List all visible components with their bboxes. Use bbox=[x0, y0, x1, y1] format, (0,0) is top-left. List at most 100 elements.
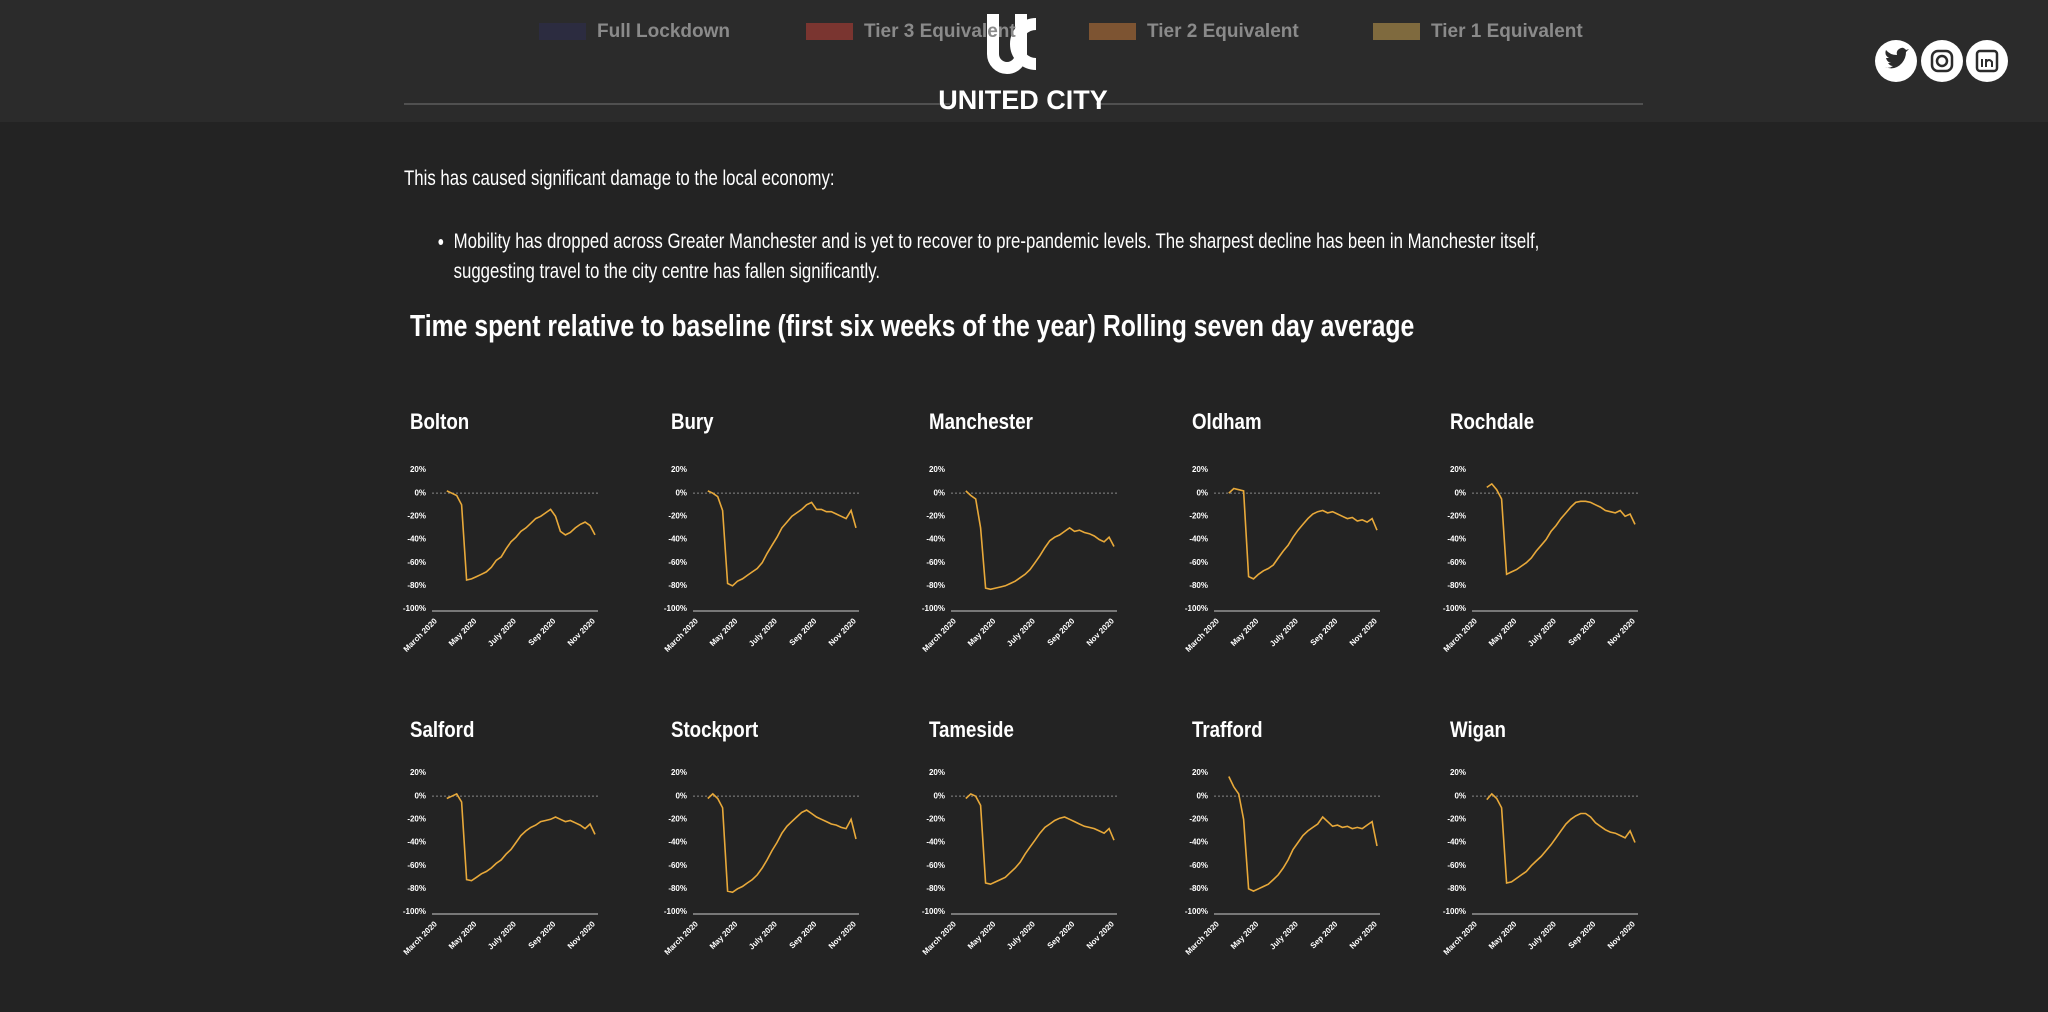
y-tick-label: -20% bbox=[1447, 511, 1466, 520]
data-line bbox=[1486, 482, 1636, 576]
x-tick-label: March 2020 bbox=[1442, 616, 1480, 654]
small-multiple: Wigan 20% 0% -20% -40% -60% -80% -100% March 202… bbox=[1442, 718, 1638, 957]
x-tick-label: Sep 2020 bbox=[1046, 919, 1077, 950]
y-tick-label: -100% bbox=[664, 604, 687, 613]
y-tick-label: -40% bbox=[668, 838, 687, 847]
x-tick-label: Sep 2020 bbox=[527, 616, 558, 647]
chart-title: Wigan bbox=[1450, 718, 1506, 742]
x-tick-label: Sep 2020 bbox=[1567, 919, 1598, 950]
y-tick-label: -100% bbox=[1443, 907, 1466, 916]
y-tick-label: -60% bbox=[407, 558, 426, 567]
data-line bbox=[1228, 776, 1378, 892]
y-tick-label: -60% bbox=[1189, 861, 1208, 870]
chart-title: Rochdale bbox=[1450, 410, 1534, 434]
y-tick-label: -100% bbox=[664, 907, 687, 916]
linkedin-glyph bbox=[1975, 49, 1999, 73]
x-tick-label: May 2020 bbox=[966, 616, 998, 648]
y-tick-label: -60% bbox=[926, 558, 945, 567]
y-tick-label: 20% bbox=[671, 465, 687, 474]
small-multiple: Tameside 20% 0% -20% -40% -60% -80% -100% March … bbox=[921, 718, 1117, 957]
y-tick-label: -40% bbox=[1447, 838, 1466, 847]
y-tick-label: 20% bbox=[1192, 768, 1208, 777]
x-tick-label: Nov 2020 bbox=[566, 616, 598, 648]
y-tick-label: 20% bbox=[929, 768, 945, 777]
small-multiple: Rochdale 20% 0% -20% -40% -60% -80% -100% March … bbox=[1442, 410, 1638, 654]
chart-title: Tameside bbox=[929, 718, 1014, 742]
small-multiple: Trafford 20% 0% -20% -40% -60% -80% -100% March … bbox=[1184, 718, 1380, 957]
y-tick-label: -20% bbox=[668, 511, 687, 520]
y-tick-label: -60% bbox=[1447, 861, 1466, 870]
x-tick-label: March 2020 bbox=[402, 616, 440, 654]
y-tick-label: 20% bbox=[1450, 465, 1466, 474]
y-tick-label: -100% bbox=[1443, 604, 1466, 613]
x-tick-label: Sep 2020 bbox=[1567, 616, 1598, 647]
x-tick-label: May 2020 bbox=[447, 616, 479, 648]
x-tick-label: Sep 2020 bbox=[527, 919, 558, 950]
y-tick-label: -40% bbox=[926, 535, 945, 544]
x-tick-label: July 2020 bbox=[1526, 919, 1558, 951]
y-tick-label: -80% bbox=[926, 581, 945, 590]
instagram-icon[interactable] bbox=[1921, 40, 1963, 82]
y-tick-label: -40% bbox=[1189, 838, 1208, 847]
logo[interactable]: UNITED CITY bbox=[938, 6, 1108, 118]
x-tick-label: July 2020 bbox=[1005, 919, 1037, 951]
y-tick-label: 0% bbox=[414, 791, 426, 800]
x-tick-label: Nov 2020 bbox=[1348, 919, 1380, 951]
x-tick-label: Nov 2020 bbox=[827, 919, 859, 951]
x-tick-label: Nov 2020 bbox=[1606, 919, 1638, 951]
legend-label: Tier 3 Equivalent bbox=[864, 21, 1016, 42]
small-multiple: Bolton 20% 0% -20% -40% -60% -80% -100% March 20… bbox=[402, 410, 598, 654]
instagram-glyph bbox=[1930, 49, 1954, 73]
y-tick-label: -20% bbox=[407, 511, 426, 520]
y-tick-label: 20% bbox=[1192, 465, 1208, 474]
data-line bbox=[1486, 792, 1636, 884]
x-tick-label: Sep 2020 bbox=[788, 616, 819, 647]
y-tick-label: 20% bbox=[410, 465, 426, 474]
data-line bbox=[446, 490, 596, 581]
y-tick-label: -40% bbox=[1189, 535, 1208, 544]
x-tick-label: May 2020 bbox=[1487, 616, 1519, 648]
legend-swatch bbox=[1089, 23, 1136, 40]
chart-title: Manchester bbox=[929, 410, 1033, 434]
y-tick-label: -80% bbox=[407, 581, 426, 590]
x-tick-label: May 2020 bbox=[1487, 919, 1519, 951]
y-tick-label: -60% bbox=[668, 558, 687, 567]
y-tick-label: 0% bbox=[1196, 791, 1208, 800]
x-tick-label: Nov 2020 bbox=[1085, 919, 1117, 951]
y-tick-label: -40% bbox=[1447, 535, 1466, 544]
y-tick-label: -40% bbox=[668, 535, 687, 544]
x-tick-label: Nov 2020 bbox=[566, 919, 598, 951]
y-tick-label: 20% bbox=[1450, 768, 1466, 777]
legend-label: Tier 2 Equivalent bbox=[1147, 21, 1299, 42]
chart-title: Bolton bbox=[410, 410, 469, 434]
legend-swatch bbox=[806, 23, 853, 40]
chart-title: Oldham bbox=[1192, 410, 1262, 434]
x-tick-label: March 2020 bbox=[663, 616, 701, 654]
x-tick-label: Sep 2020 bbox=[1046, 616, 1077, 647]
bullet-list: Mobility has dropped across Greater Manc… bbox=[404, 227, 1622, 287]
chart-title: Salford bbox=[410, 718, 474, 742]
y-tick-label: -100% bbox=[922, 604, 945, 613]
data-line bbox=[707, 490, 857, 587]
y-tick-label: 0% bbox=[675, 791, 687, 800]
y-tick-label: -80% bbox=[668, 884, 687, 893]
x-tick-label: March 2020 bbox=[1442, 919, 1480, 957]
x-tick-label: Sep 2020 bbox=[1309, 919, 1340, 950]
x-tick-label: May 2020 bbox=[1229, 919, 1261, 951]
legend-swatch bbox=[539, 23, 586, 40]
y-tick-label: 20% bbox=[671, 768, 687, 777]
data-line bbox=[446, 792, 596, 882]
y-tick-label: 20% bbox=[929, 465, 945, 474]
y-tick-label: -60% bbox=[668, 861, 687, 870]
y-tick-label: 0% bbox=[1454, 791, 1466, 800]
small-multiple: Oldham 20% 0% -20% -40% -60% -80% -100% March 20… bbox=[1184, 410, 1380, 654]
x-tick-label: Nov 2020 bbox=[1606, 616, 1638, 648]
small-multiple: Stockport 20% 0% -20% -40% -60% -80% -100% March… bbox=[663, 718, 859, 957]
y-tick-label: -20% bbox=[407, 814, 426, 823]
y-tick-label: 20% bbox=[410, 768, 426, 777]
x-tick-label: July 2020 bbox=[1005, 616, 1037, 648]
logo-text: UNITED CITY bbox=[938, 85, 1108, 115]
x-tick-label: May 2020 bbox=[447, 919, 479, 951]
